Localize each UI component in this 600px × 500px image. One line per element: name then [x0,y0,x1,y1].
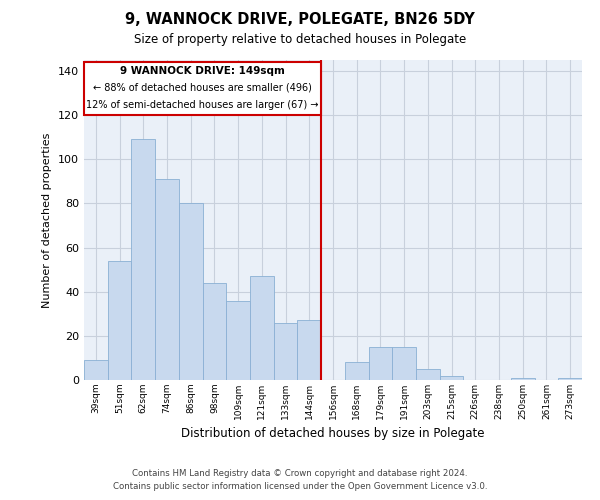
Text: Contains HM Land Registry data © Crown copyright and database right 2024.
Contai: Contains HM Land Registry data © Crown c… [113,469,487,491]
Bar [250,276,274,380]
Bar [440,376,463,380]
FancyBboxPatch shape [84,62,321,115]
Bar [84,360,108,380]
Bar [345,362,368,380]
Bar [226,300,250,380]
Text: Size of property relative to detached houses in Polegate: Size of property relative to detached ho… [134,32,466,46]
Bar [108,261,131,380]
Y-axis label: Number of detached properties: Number of detached properties [43,132,52,308]
Bar [511,378,535,380]
Bar [203,283,226,380]
Bar [274,322,298,380]
Bar [131,140,155,380]
Text: 12% of semi-detached houses are larger (67) →: 12% of semi-detached houses are larger (… [86,100,319,110]
Bar [179,204,203,380]
Bar [368,347,392,380]
Bar [298,320,321,380]
Text: ← 88% of detached houses are smaller (496): ← 88% of detached houses are smaller (49… [93,82,312,92]
Bar [558,378,582,380]
Bar [155,179,179,380]
Bar [392,347,416,380]
Bar [416,369,440,380]
Text: 9, WANNOCK DRIVE, POLEGATE, BN26 5DY: 9, WANNOCK DRIVE, POLEGATE, BN26 5DY [125,12,475,28]
Text: 9 WANNOCK DRIVE: 149sqm: 9 WANNOCK DRIVE: 149sqm [120,66,285,76]
X-axis label: Distribution of detached houses by size in Polegate: Distribution of detached houses by size … [181,428,485,440]
